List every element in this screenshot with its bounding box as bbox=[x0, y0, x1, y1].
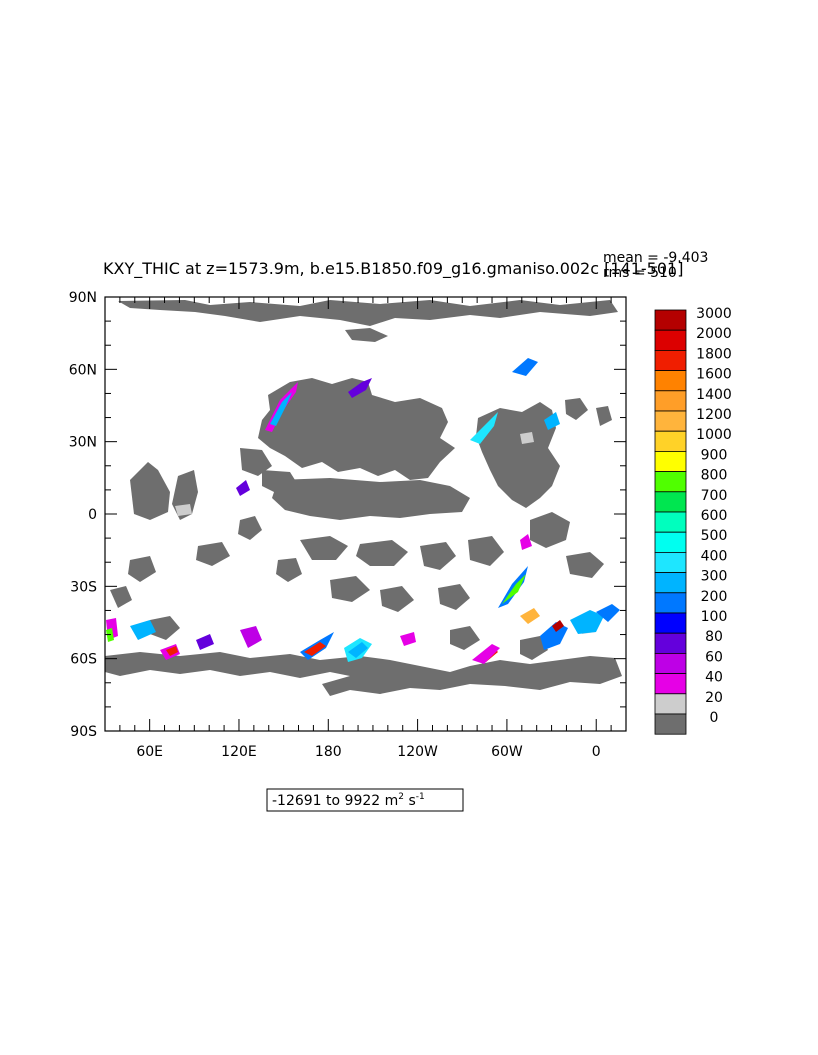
colorbar-swatch bbox=[654, 531, 687, 553]
y-tick-label: 60S bbox=[70, 652, 97, 668]
x-tick-label: 120E bbox=[221, 744, 257, 760]
colorbar-swatch bbox=[654, 329, 687, 351]
colorbar-swatch bbox=[654, 450, 687, 472]
colorbar-swatch bbox=[654, 471, 687, 493]
range-label-box: -12691 to 9922 m2 s-1 bbox=[266, 788, 464, 812]
colorbar-label: 80 bbox=[705, 629, 723, 645]
colorbar-label: 900 bbox=[701, 447, 728, 463]
range-label-mid: s bbox=[404, 793, 416, 809]
x-tick-label: 60E bbox=[136, 744, 163, 760]
map-plot-area bbox=[104, 296, 627, 732]
colorbar-swatch bbox=[654, 309, 687, 331]
colorbar-label: 600 bbox=[701, 508, 728, 524]
y-axis-labels: 90N 60N 30N 0 30S 60S 90S bbox=[69, 290, 97, 740]
range-label-exp: 2 bbox=[398, 792, 404, 802]
colorbar-label: 20 bbox=[705, 690, 723, 706]
colorbar-label: 0 bbox=[710, 710, 719, 726]
map-title: KXY_THIC at z=1573.9m, b.e15.B1850.f09_g… bbox=[103, 259, 683, 279]
colorbar-label: 1000 bbox=[696, 427, 732, 443]
colorbar-label: 40 bbox=[705, 670, 723, 686]
x-tick-label: 60W bbox=[491, 744, 523, 760]
y-tick-label: 90S bbox=[70, 724, 97, 740]
colorbar: 3000200018001600140012001000900800700600… bbox=[654, 306, 732, 735]
colorbar-swatch bbox=[654, 390, 687, 412]
gray-field-patches bbox=[105, 300, 622, 696]
colorbar-swatch bbox=[654, 592, 687, 614]
range-label-exp2: -1 bbox=[416, 792, 425, 802]
color-field-patches bbox=[106, 358, 620, 664]
axis-ticks bbox=[104, 296, 627, 732]
y-tick-label: 90N bbox=[69, 290, 97, 306]
colorbar-swatch bbox=[654, 673, 687, 695]
colorbar-swatch bbox=[654, 693, 687, 715]
colorbar-swatch bbox=[654, 612, 687, 634]
colorbar-swatch bbox=[654, 653, 687, 675]
x-tick-label: 180 bbox=[315, 744, 342, 760]
colorbar-swatch bbox=[654, 511, 687, 533]
colorbar-swatch bbox=[654, 410, 687, 432]
colorbar-label: 800 bbox=[701, 468, 728, 484]
x-tick-label: 120W bbox=[397, 744, 438, 760]
colorbar-swatch bbox=[654, 370, 687, 392]
colorbar-swatch bbox=[654, 430, 687, 452]
colorbar-swatch bbox=[654, 552, 687, 574]
colorbar-swatch bbox=[654, 713, 687, 735]
colorbar-label: 1800 bbox=[696, 346, 732, 362]
range-label-text: -12691 to 9922 m bbox=[272, 793, 398, 809]
colorbar-swatch bbox=[654, 349, 687, 371]
colorbar-label: 500 bbox=[701, 528, 728, 544]
colorbar-swatch bbox=[654, 572, 687, 594]
mean-value: mean = -9.403 bbox=[603, 250, 708, 266]
colorbar-label: 3000 bbox=[696, 306, 732, 322]
colorbar-label: 1400 bbox=[696, 387, 732, 403]
colorbar-swatch bbox=[654, 491, 687, 513]
colorbar-swatch bbox=[654, 632, 687, 654]
x-axis-labels: 60E 120E 180 120W 60W 0 bbox=[136, 744, 600, 760]
range-label: -12691 to 9922 m2 s-1 bbox=[272, 792, 425, 809]
y-tick-label: 60N bbox=[69, 362, 97, 378]
colorbar-label: 400 bbox=[701, 548, 728, 564]
y-tick-label: 0 bbox=[88, 507, 97, 523]
colorbar-label: 1600 bbox=[696, 367, 732, 383]
x-tick-label: 0 bbox=[592, 744, 601, 760]
colorbar-label: 2000 bbox=[696, 326, 732, 342]
colorbar-label: 60 bbox=[705, 649, 723, 665]
y-tick-label: 30N bbox=[69, 435, 97, 451]
colorbar-label: 100 bbox=[701, 609, 728, 625]
rms-value: rms = 510 bbox=[603, 265, 677, 281]
y-tick-label: 30S bbox=[70, 579, 97, 595]
colorbar-label: 300 bbox=[701, 569, 728, 585]
colorbar-label: 700 bbox=[701, 488, 728, 504]
colorbar-label: 1200 bbox=[696, 407, 732, 423]
colorbar-label: 200 bbox=[701, 589, 728, 605]
